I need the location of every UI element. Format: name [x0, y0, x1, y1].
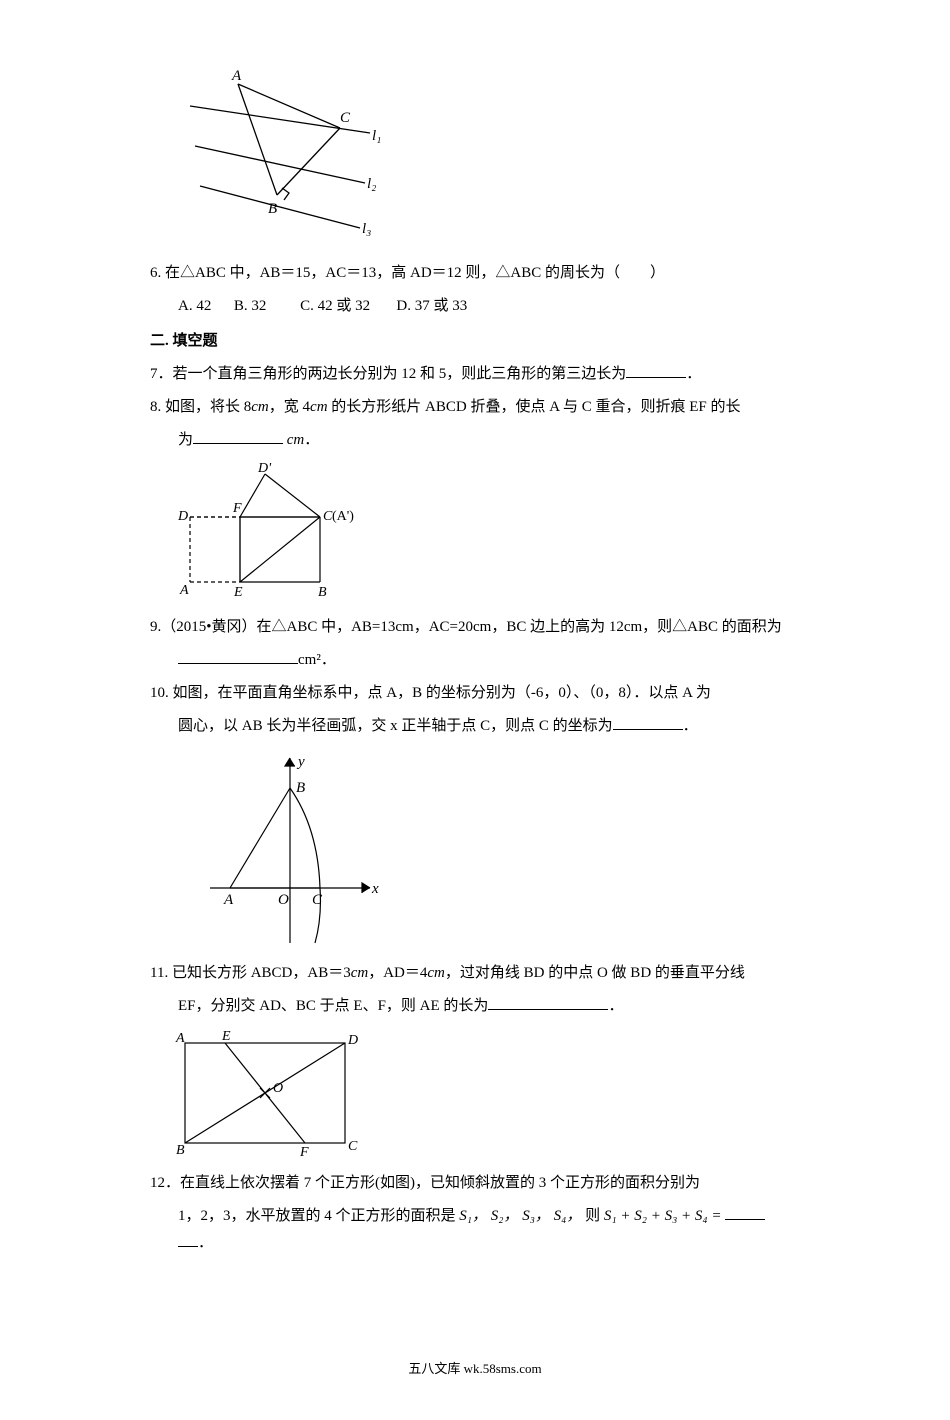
- question-8-line2: 为 cm．: [150, 427, 800, 454]
- q10-blank: [613, 714, 683, 730]
- q8-c: 的长方形纸片 ABCD 折叠，使点 A 与 C 重合，则折痕 EF 的长: [328, 399, 741, 415]
- q8-a: 8. 如图，将长 8: [150, 399, 251, 415]
- q11-cm2: cm: [427, 965, 445, 981]
- figure-4: A E D O B F C: [170, 1028, 800, 1158]
- fig1-label-l1: l₁: [372, 128, 381, 144]
- fig1-label-l3: l₃: [362, 221, 371, 237]
- q11-d: EF，分别交 AD、BC 于点 E、F，则 AE 的长为: [178, 998, 488, 1014]
- fig1-label-B: B: [268, 201, 277, 217]
- fig2-D: D: [177, 509, 188, 524]
- q8-cm1: cm: [251, 399, 269, 415]
- question-9-line2: cm²．: [150, 647, 800, 674]
- q9-b: cm²．: [298, 652, 336, 668]
- question-6: 6. 在△ABC 中，AB＝15，AC＝13，高 AD＝12 则，△ABC 的周…: [150, 260, 800, 287]
- fig2-svg: D' D F C (A') A E B: [170, 462, 360, 602]
- fig4-D: D: [347, 1033, 358, 1048]
- q6-optA: A. 42: [178, 298, 211, 314]
- q12-c: 则: [585, 1208, 600, 1224]
- q11-blank: [488, 994, 608, 1010]
- fig3-C: C: [312, 892, 323, 908]
- fig1-svg: A C B l₁ l₂ l₃: [170, 68, 390, 248]
- q12-blank: [725, 1204, 765, 1220]
- q12-eq: S₁ + S₂ + S₃ + S₄ =: [604, 1208, 722, 1224]
- fig4-E: E: [221, 1029, 231, 1044]
- fig3-x: x: [371, 881, 379, 897]
- figure-1: A C B l₁ l₂ l₃: [170, 68, 800, 248]
- q8-b: ，宽 4: [269, 399, 310, 415]
- question-10-line2: 圆心，以 AB 长为半径画弧，交 x 正半轴于点 C，则点 C 的坐标为 ．: [150, 713, 800, 740]
- q8-d: 为: [178, 432, 193, 448]
- question-9: 9.（2015•黄冈）在△ABC 中，AB=13cm，AC=20cm，BC 边上…: [150, 614, 800, 641]
- fig4-O: O: [273, 1081, 283, 1096]
- q6-options: A. 42 B. 32 C. 42 或 32 D. 37 或 33: [150, 293, 800, 320]
- q12-S3: S₃，: [522, 1208, 550, 1224]
- q12-b: 1，2，3，水平放置的 4 个正方形的面积是: [178, 1208, 456, 1224]
- fig4-A: A: [175, 1031, 185, 1046]
- fig4-F: F: [299, 1145, 309, 1158]
- q12-S4: S₄，: [554, 1208, 582, 1224]
- question-12-line3: ．: [150, 1230, 800, 1257]
- question-12: 12．在直线上依次摆着 7 个正方形(如图)，已知倾斜放置的 3 个正方形的面积…: [150, 1170, 800, 1197]
- q6-text: 6. 在△ABC 中，AB＝15，AC＝13，高 AD＝12 则，△ABC 的周…: [150, 265, 665, 281]
- figure-2: D' D F C (A') A E B: [170, 462, 800, 602]
- q12-S1: S₁，: [459, 1208, 487, 1224]
- q11-c: ，过对角线 BD 的中点 O 做 BD 的垂直平分线: [445, 965, 745, 981]
- fig1-label-A: A: [231, 68, 242, 84]
- section-2-title: 二. 填空题: [150, 328, 800, 355]
- fig4-B: B: [176, 1143, 185, 1158]
- q6-optD: D. 37 或 33: [396, 298, 467, 314]
- q11-cm1: cm: [351, 965, 369, 981]
- fig2-A: A: [179, 583, 189, 598]
- fig2-E: E: [233, 585, 243, 600]
- q11-a: 11. 已知长方形 ABCD，AB＝3: [150, 965, 351, 981]
- page-footer: 五八文库 wk.58sms.com: [150, 1357, 800, 1380]
- q8-cm2: cm: [310, 399, 328, 415]
- q6-optB: B. 32: [234, 298, 267, 314]
- fig4-C: C: [348, 1139, 358, 1154]
- q7-blank: [626, 362, 686, 378]
- q6-optC: C. 42 或 32: [300, 298, 370, 314]
- question-11-line2: EF，分别交 AD、BC 于点 E、F，则 AE 的长为 ．: [150, 993, 800, 1020]
- q12-a: 12．在直线上依次摆着 7 个正方形(如图)，已知倾斜放置的 3 个正方形的面积…: [150, 1175, 700, 1191]
- question-10: 10. 如图，在平面直角坐标系中，点 A，B 的坐标分别为（-6，0）、（0，8…: [150, 680, 800, 707]
- q9-a: 9.（2015•黄冈）在△ABC 中，AB=13cm，AC=20cm，BC 边上…: [150, 619, 782, 635]
- q11-b: ，AD＝4: [368, 965, 427, 981]
- fig2-Ap: (A'): [332, 509, 354, 524]
- q7-end: ．: [686, 366, 701, 382]
- fig1-label-l2: l₂: [367, 176, 376, 192]
- q8-blank: [193, 428, 283, 444]
- fig3-y: y: [296, 754, 305, 770]
- q8-cm3: cm: [287, 432, 305, 448]
- q12-S2: S₂，: [491, 1208, 519, 1224]
- q9-blank: [178, 648, 298, 664]
- fig1-label-C: C: [340, 110, 351, 126]
- q8-e: ．: [304, 432, 319, 448]
- q12-d: ．: [198, 1235, 213, 1251]
- fig3-B: B: [296, 780, 305, 796]
- fig4-svg: A E D O B F C: [170, 1028, 370, 1158]
- q11-e: ．: [608, 998, 623, 1014]
- fig3-A: A: [223, 892, 234, 908]
- fig2-F: F: [232, 501, 242, 516]
- q7-text: 7．若一个直角三角形的两边长分别为 12 和 5，则此三角形的第三边长为: [150, 366, 626, 382]
- fig2-Dp: D': [257, 462, 272, 476]
- question-12-line2: 1，2，3，水平放置的 4 个正方形的面积是 S₁， S₂， S₃， S₄， 则…: [150, 1203, 800, 1230]
- fig3-O: O: [278, 892, 289, 908]
- fig2-B: B: [318, 585, 327, 600]
- figure-3: y x B A O C: [200, 748, 800, 948]
- q10-c: ．: [683, 718, 698, 734]
- q10-b: 圆心，以 AB 长为半径画弧，交 x 正半轴于点 C，则点 C 的坐标为: [178, 718, 613, 734]
- question-8: 8. 如图，将长 8cm，宽 4cm 的长方形纸片 ABCD 折叠，使点 A 与…: [150, 394, 800, 421]
- question-11: 11. 已知长方形 ABCD，AB＝3cm，AD＝4cm，过对角线 BD 的中点…: [150, 960, 800, 987]
- fig3-svg: y x B A O C: [200, 748, 390, 948]
- q10-a: 10. 如图，在平面直角坐标系中，点 A，B 的坐标分别为（-6，0）、（0，8…: [150, 685, 711, 701]
- q12-blank2: [178, 1231, 198, 1247]
- question-7: 7．若一个直角三角形的两边长分别为 12 和 5，则此三角形的第三边长为 ．: [150, 361, 800, 388]
